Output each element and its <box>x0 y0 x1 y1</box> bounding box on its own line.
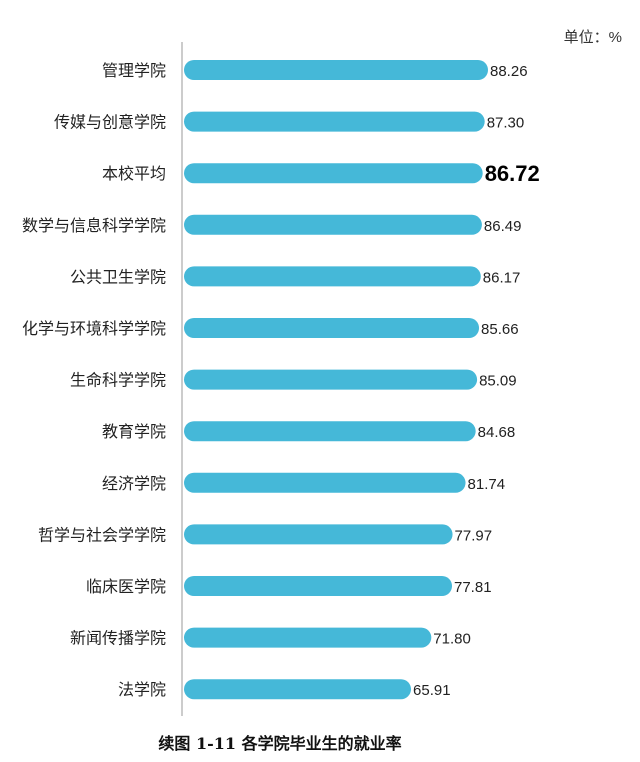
value-label: 86.49 <box>484 218 522 235</box>
category-label: 经济学院 <box>102 474 166 493</box>
value-label: 84.68 <box>478 424 516 441</box>
value-label: 85.09 <box>479 373 517 390</box>
value-label: 71.80 <box>433 631 471 648</box>
value-label: 87.30 <box>487 115 525 132</box>
category-label: 教育学院 <box>102 422 166 441</box>
value-label: 85.66 <box>481 321 519 338</box>
bar <box>184 472 466 493</box>
category-label: 传媒与创意学院 <box>54 113 166 132</box>
category-label: 法学院 <box>118 680 166 699</box>
category-label: 管理学院 <box>102 61 166 80</box>
category-label: 本校平均 <box>102 164 166 183</box>
bar <box>184 318 480 338</box>
value-label: 86.72 <box>485 161 540 186</box>
bar <box>184 60 488 80</box>
value-label: 77.97 <box>455 527 493 544</box>
unit-label: 单位：% <box>563 29 622 46</box>
bar <box>184 421 476 442</box>
bar <box>184 576 453 596</box>
bar <box>184 369 478 390</box>
bar <box>184 163 483 184</box>
category-label: 数学与信息科学学院 <box>22 216 166 235</box>
figure-caption: 续图 1-11 各学院毕业生的就业率 <box>158 734 402 753</box>
category-label: 新闻传播学院 <box>70 629 166 648</box>
bar <box>184 679 412 700</box>
category-label: 化学与环境科学学院 <box>22 319 166 338</box>
category-label: 公共卫生学院 <box>70 267 166 286</box>
bar <box>184 111 485 132</box>
value-label: 77.81 <box>454 579 492 596</box>
category-label: 哲学与社会学学院 <box>38 525 166 544</box>
bar <box>184 627 432 648</box>
value-label: 65.91 <box>413 682 451 699</box>
bar <box>184 214 482 235</box>
value-label: 88.26 <box>490 63 528 80</box>
category-label: 生命科学学院 <box>70 371 166 390</box>
value-label: 81.74 <box>468 476 506 493</box>
bar <box>184 524 453 545</box>
category-label: 临床医学院 <box>86 577 166 596</box>
value-label: 86.17 <box>483 269 521 286</box>
bar <box>184 266 481 287</box>
